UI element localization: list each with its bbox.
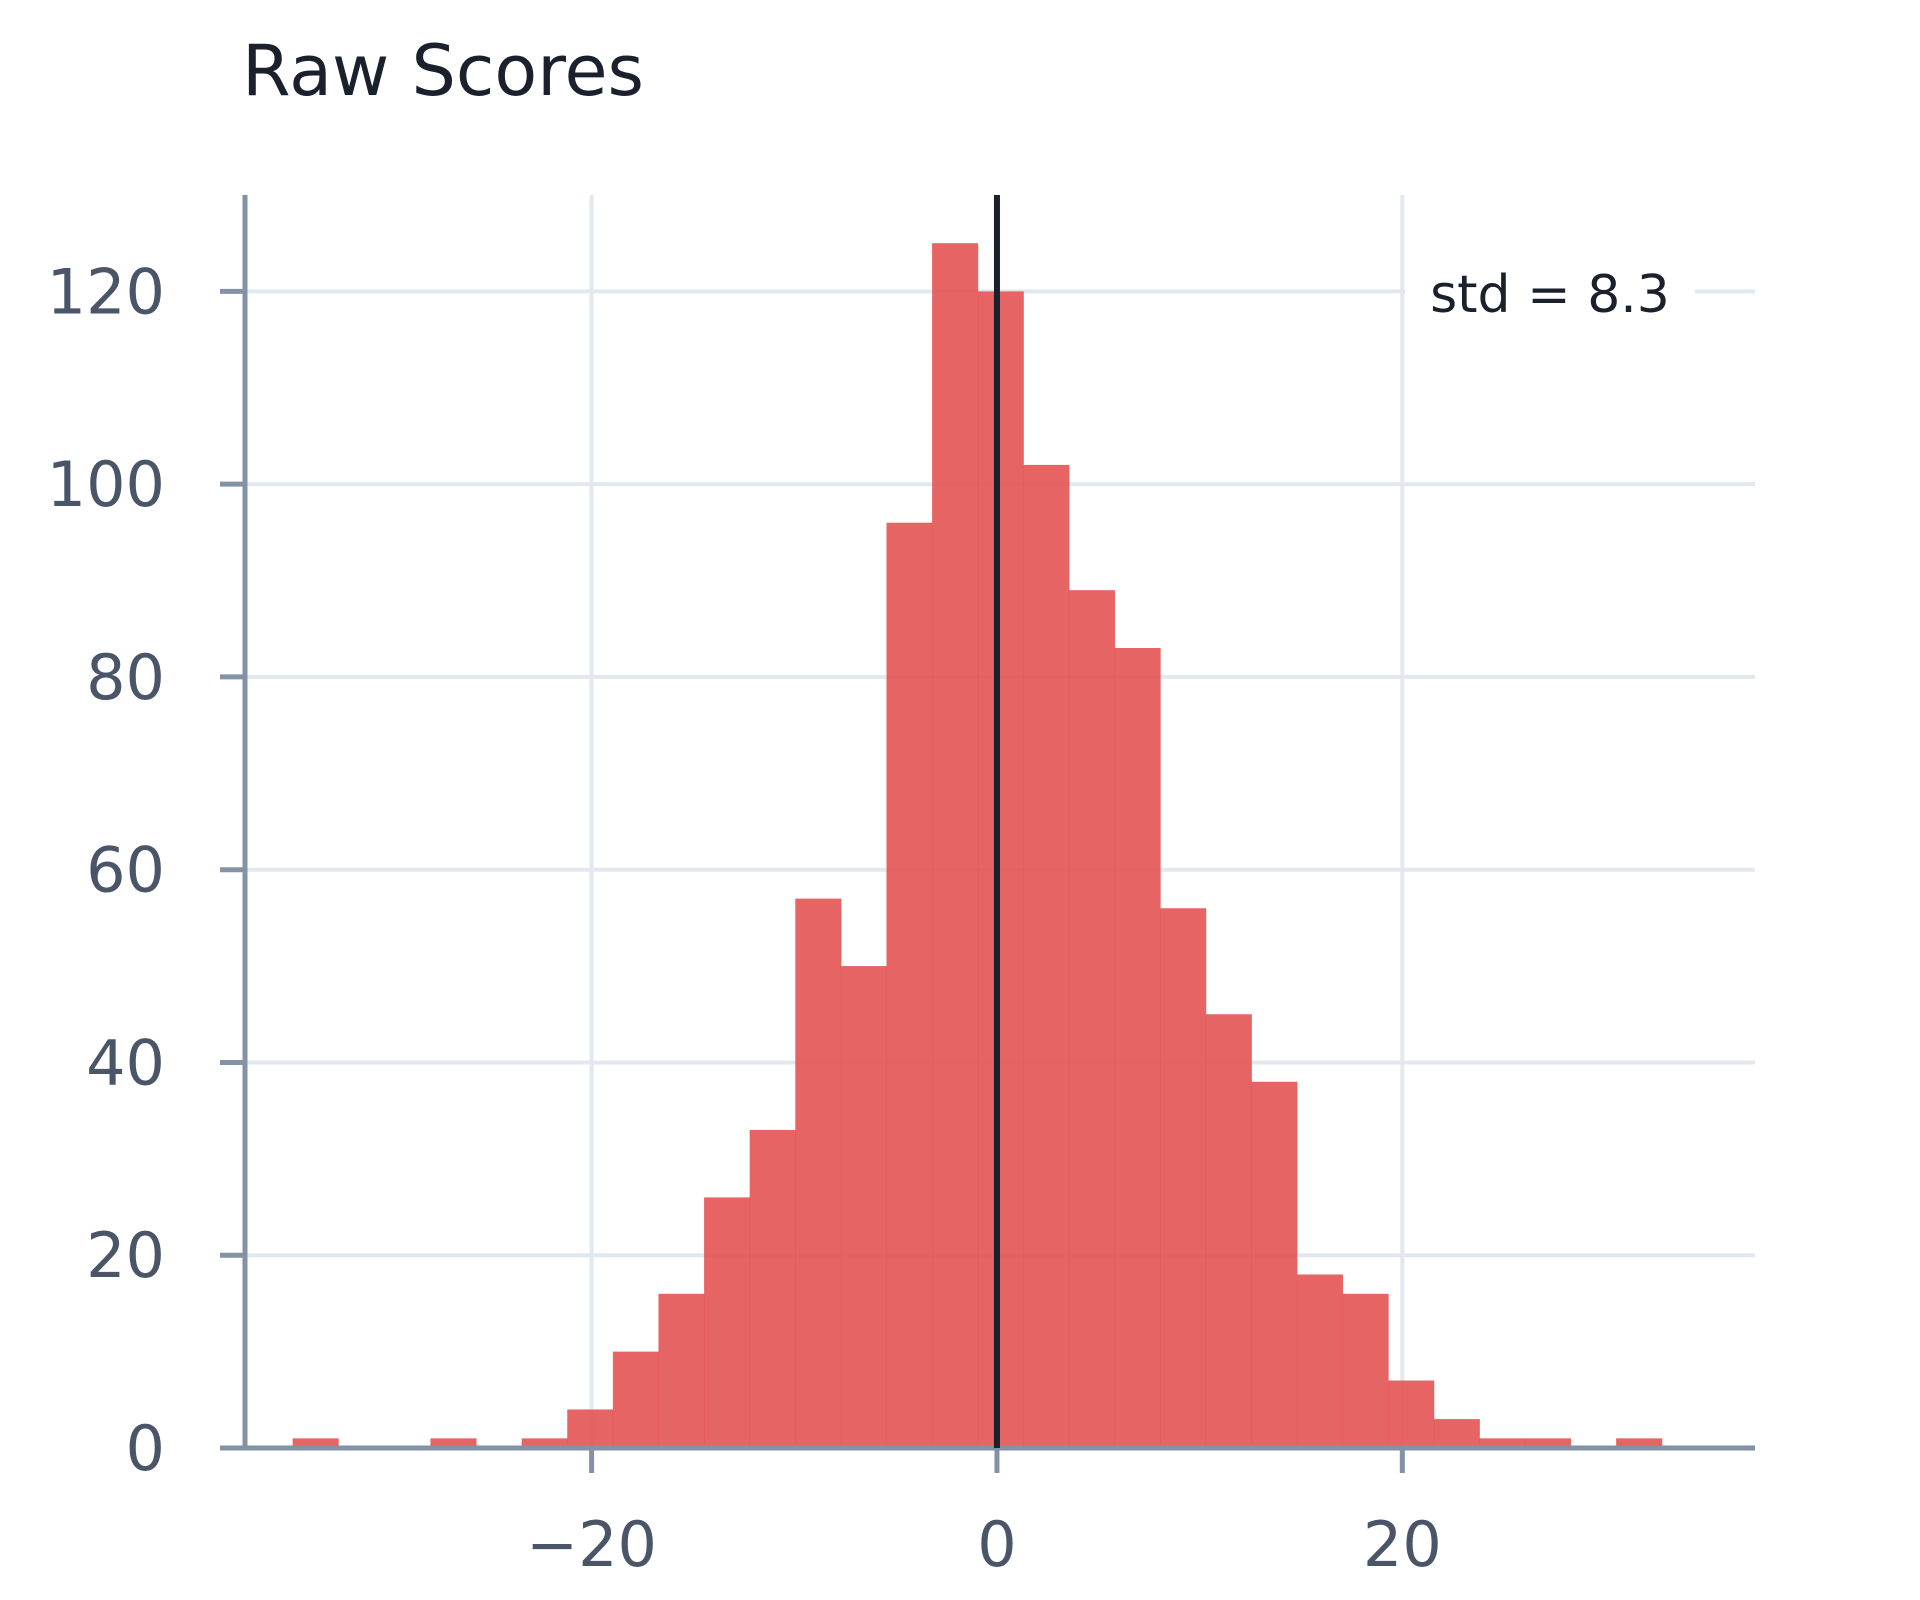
annotation-background xyxy=(1405,254,1695,332)
y-tick-label: 80 xyxy=(86,641,165,714)
histogram-bar xyxy=(1479,1438,1526,1448)
histogram-bar xyxy=(292,1438,339,1448)
x-tick-label: −20 xyxy=(526,1508,657,1581)
y-tick-label: 100 xyxy=(47,448,165,521)
x-tick-label: 0 xyxy=(977,1508,1016,1581)
x-tick-label: 20 xyxy=(1363,1508,1442,1581)
histogram-bar xyxy=(1433,1419,1480,1448)
std-annotation: std = 8.3 xyxy=(1430,265,1670,325)
y-tick-label: 20 xyxy=(86,1219,165,1292)
histogram-bar xyxy=(1388,1380,1435,1448)
y-tick-label: 40 xyxy=(86,1026,165,1099)
annotation-layer: std = 8.3 xyxy=(993,195,1695,1448)
histogram-bar xyxy=(1114,648,1161,1448)
y-tick-label: 120 xyxy=(47,255,165,328)
y-tick-label: 0 xyxy=(126,1412,165,1485)
histogram-bar xyxy=(1524,1438,1572,1448)
histogram-bar xyxy=(1160,908,1207,1448)
histogram-bar xyxy=(977,291,1024,1448)
histogram-bar xyxy=(749,1129,796,1448)
histogram-bar xyxy=(886,522,933,1448)
histogram-bar xyxy=(1068,590,1116,1448)
histogram-bar xyxy=(1342,1293,1389,1448)
histogram-bar xyxy=(567,1409,614,1448)
histogram-bar xyxy=(1296,1274,1344,1448)
histogram-bar xyxy=(704,1197,751,1448)
histogram-bar xyxy=(430,1438,477,1448)
y-tick-label: 60 xyxy=(86,834,165,907)
histogram-bar xyxy=(1616,1438,1663,1448)
histogram-bar xyxy=(932,243,979,1449)
histogram-bar xyxy=(1251,1081,1298,1448)
histogram-bars xyxy=(292,243,1663,1449)
histogram-bar xyxy=(1023,464,1070,1448)
histogram-bar xyxy=(658,1293,705,1448)
histogram-bar xyxy=(612,1351,659,1448)
histogram-bar xyxy=(795,898,842,1448)
histogram-bar xyxy=(840,966,887,1448)
chart-title: Raw Scores xyxy=(242,30,644,112)
histogram-bar xyxy=(1205,1014,1252,1448)
histogram-bar xyxy=(521,1438,568,1448)
